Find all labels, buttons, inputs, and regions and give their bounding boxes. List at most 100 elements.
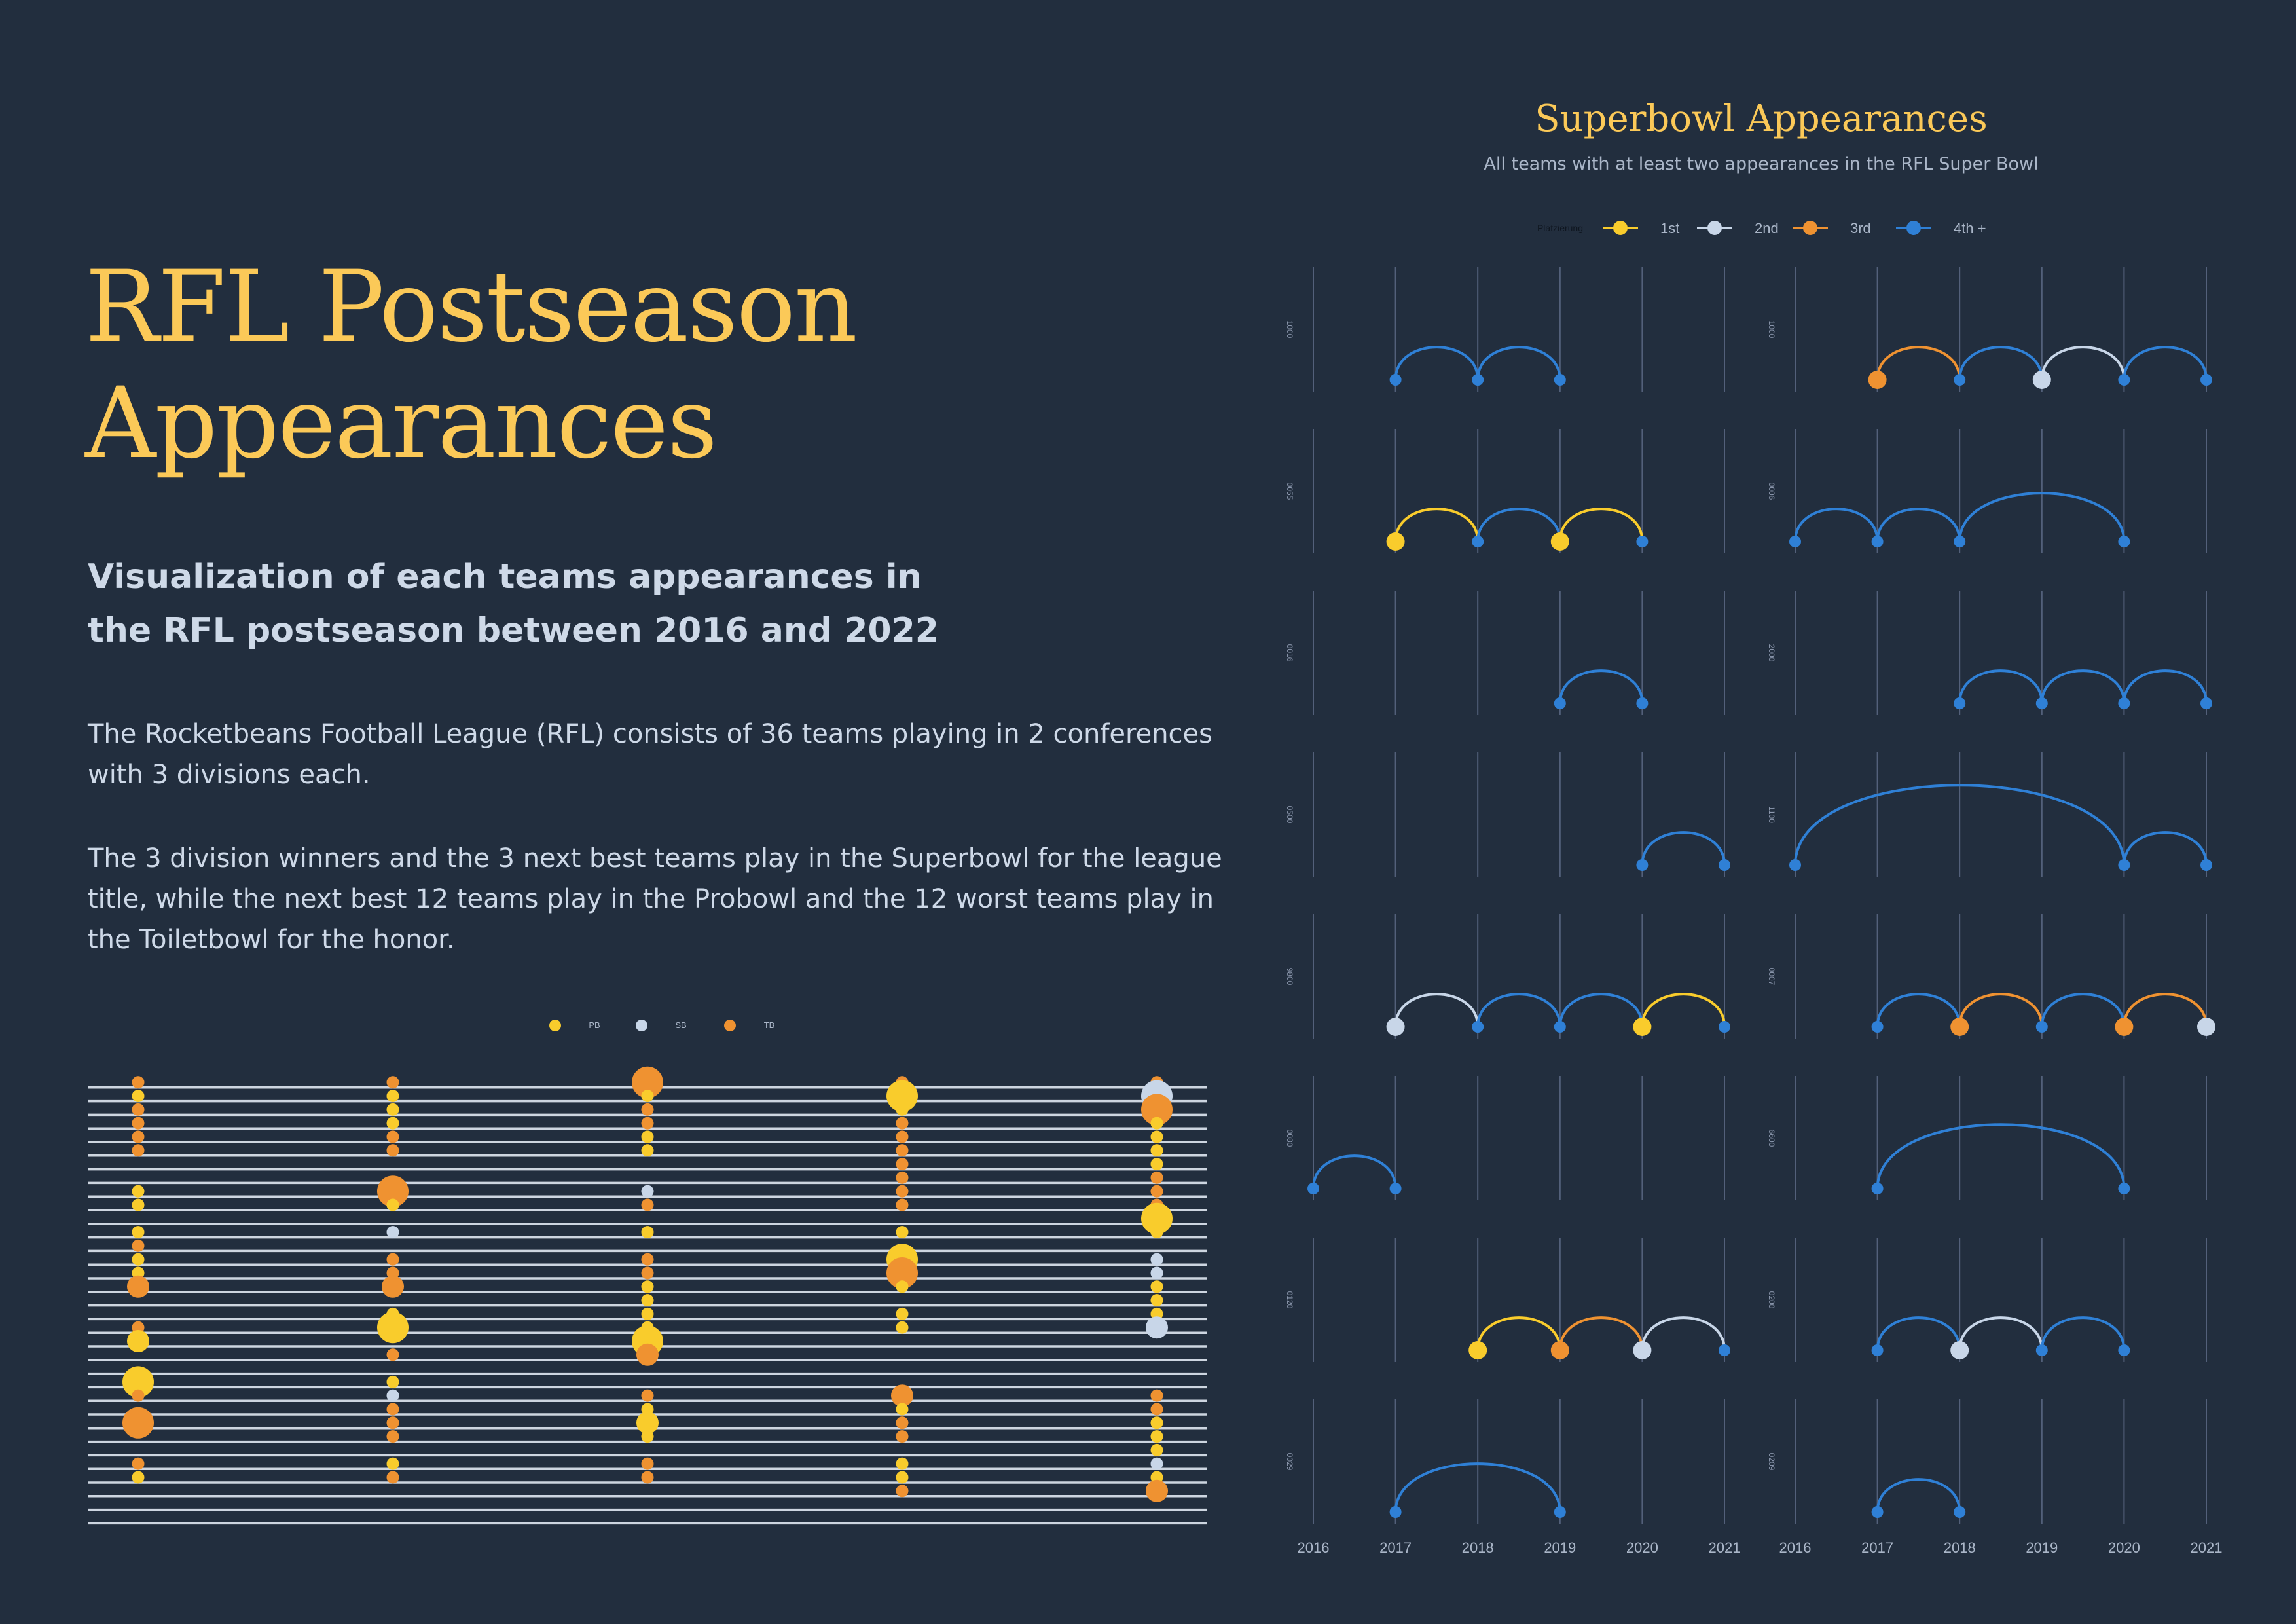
superbowl-panel: 0055 (1285, 429, 1725, 553)
superbowl-panel-label: 0080 (1285, 1130, 1294, 1147)
superbowl-panel: 1000 (1767, 267, 2212, 392)
dot-point (127, 1330, 149, 1352)
superbowl-panel-label: 0209 (1767, 1453, 1776, 1471)
superbowl-arc (1394, 346, 1480, 380)
dot-legend-marker (636, 1020, 647, 1031)
superbowl-arc (2123, 669, 2208, 704)
superbowl-arc (1558, 993, 1644, 1027)
dot-point (122, 1407, 154, 1439)
dot-point (132, 1076, 145, 1089)
dot-point (641, 1144, 654, 1157)
dot-point (641, 1430, 654, 1443)
dot-points (122, 1066, 1173, 1502)
superbowl-panel: 0016 (1285, 591, 1725, 715)
superbowl-panel-label: 0006 (1767, 483, 1776, 500)
superbowl-point (1633, 1018, 1652, 1036)
dot-point (1150, 1266, 1163, 1280)
dot-point (1150, 1416, 1163, 1430)
superbowl-arc (1476, 507, 1561, 542)
superbowl-arc (1958, 993, 2043, 1027)
superbowl-arc (2040, 669, 2126, 704)
dot-point (886, 1257, 918, 1289)
dot-legend-item: PB (549, 1020, 600, 1031)
dot-point (386, 1116, 399, 1130)
superbowl-point (2118, 374, 2130, 386)
dot-point (896, 1307, 909, 1320)
superbowl-panel-label: 0200 (1767, 1291, 1776, 1309)
dot-point (386, 1130, 399, 1143)
superbowl-point (1954, 374, 1966, 386)
dot-point (896, 1280, 909, 1293)
superbowl-point (1307, 1183, 1319, 1194)
superbowl-x-tick: 2020 (1626, 1540, 1658, 1556)
dot-point (386, 1471, 399, 1484)
dot-point (1150, 1144, 1163, 1157)
superbowl-arc (1476, 993, 1561, 1027)
dot-point (386, 1103, 399, 1116)
superbowl-legend-item: 2nd (1697, 220, 1779, 236)
superbowl-legend-title: Platzierung (1537, 223, 1583, 233)
superbowl-point (1719, 1021, 1730, 1033)
dot-point (641, 1116, 654, 1130)
dot-point (386, 1076, 399, 1089)
superbowl-panel-label: 0500 (1285, 806, 1294, 824)
superbowl-arc (1476, 346, 1561, 380)
superbowl-x-tick: 2016 (1298, 1540, 1330, 1556)
dot-point (641, 1389, 654, 1402)
superbowl-point (1871, 536, 1884, 547)
superbowl-x-tick: 2021 (1709, 1540, 1741, 1556)
superbowl-arc (2040, 993, 2126, 1027)
superbowl-legend-item: 3rd (1793, 220, 1871, 236)
dot-point (132, 1457, 145, 1470)
superbowl-panel: 1100 (1767, 752, 2212, 877)
superbowl-x-tick: 2019 (2026, 1540, 2058, 1556)
dot-legend-label: TB (764, 1020, 775, 1030)
superbowl-panel-label: 1100 (1767, 806, 1776, 823)
superbowl-legend-marker (1613, 221, 1628, 235)
superbowl-arc (1394, 507, 1480, 542)
dot-point (896, 1416, 909, 1430)
superbowl-arc (1641, 831, 1726, 866)
superbowl-arc (1794, 784, 2126, 866)
superbowl-point (1386, 532, 1405, 551)
dot-point (386, 1403, 399, 1416)
dot-point (896, 1471, 909, 1484)
superbowl-point (1950, 1341, 1969, 1359)
superbowl-arc (2123, 831, 2208, 866)
superbowl-point (1389, 1183, 1402, 1194)
dot-point (641, 1253, 654, 1266)
dot-legend-marker (724, 1020, 736, 1031)
superbowl-legend-item: 4th + (1896, 220, 1986, 236)
dot-point (641, 1457, 654, 1470)
dot-point (896, 1457, 909, 1470)
superbowl-arc (1876, 507, 1961, 542)
dot-legend-marker (549, 1020, 561, 1031)
dot-point (132, 1103, 145, 1116)
dot-point (636, 1411, 659, 1434)
page-subtitle: Visualization of each teams appearances … (88, 557, 939, 650)
superbowl-panel: 2000 (1767, 591, 2212, 715)
superbowl-point (1636, 697, 1649, 709)
superbowl-arc (1312, 1154, 1397, 1189)
dot-point (386, 1253, 399, 1266)
title-line-1: RFL Postseason (85, 250, 858, 364)
dot-point (1150, 1294, 1163, 1307)
dot-point (896, 1430, 909, 1443)
superbowl-arc (1558, 507, 1644, 542)
superbowl-panel-label: 9800 (1285, 968, 1294, 986)
dot-point (641, 1130, 654, 1143)
dot-point (1150, 1171, 1163, 1184)
superbowl-point (1468, 1341, 1487, 1359)
superbowl-point (1789, 536, 1801, 547)
superbowl-panel: 6600 (1767, 1076, 2207, 1200)
superbowl-point (1954, 1506, 1966, 1518)
dot-point (1150, 1185, 1163, 1198)
dot-legend-label: SB (675, 1020, 686, 1030)
superbowl-panel-label: 1000 (1285, 321, 1294, 339)
superbowl-point (2118, 697, 2130, 709)
superbowl-panel: 0200 (1767, 1238, 2207, 1362)
dot-point (896, 1103, 909, 1116)
dot-point (386, 1198, 399, 1211)
dot-point (132, 1116, 145, 1130)
superbowl-panel-label: 6600 (1767, 1130, 1776, 1147)
